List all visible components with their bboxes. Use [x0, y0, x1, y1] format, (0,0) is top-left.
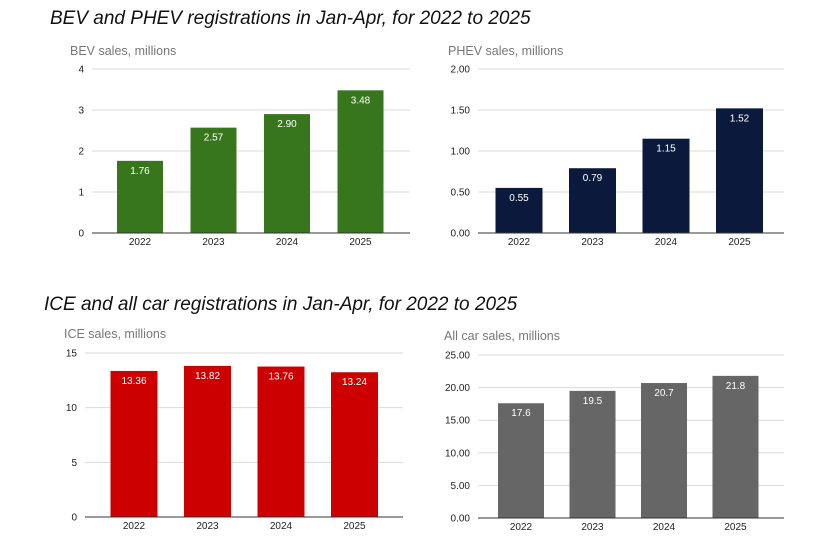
ice-value-label: 13.36 — [121, 376, 146, 387]
phev-bar-2025 — [716, 108, 763, 233]
all-bar-2023 — [569, 390, 616, 518]
ice-y-tick-label: 15 — [66, 349, 78, 360]
section-title-bev-phev: BEV and PHEV registrations in Jan-Apr, f… — [50, 8, 531, 29]
bev-sales-chart: BEV sales, millions 0 1 2 3 4 1.76 2022 2.57 2023… — [70, 44, 410, 248]
bev-bar-2024 — [264, 114, 310, 233]
bev-value-label: 2.57 — [204, 133, 224, 144]
all-y-tick-label: 0.00 — [451, 514, 471, 525]
all-y-tick-label: 10.00 — [445, 448, 470, 459]
phev-y-tick-label: 0.00 — [451, 229, 471, 240]
phev-value-label: 0.79 — [583, 173, 603, 184]
bev-chart-title: BEV sales, millions — [70, 44, 176, 58]
bev-y-tick-label: 1 — [78, 188, 84, 199]
ice-x-tick-label: 2024 — [270, 521, 293, 532]
section-title-ice-all: ICE and all car registrations in Jan-Apr… — [44, 294, 518, 315]
bev-y-tick-label: 3 — [78, 106, 84, 117]
ice-x-tick-label: 2023 — [196, 521, 219, 532]
ice-y-tick-label: 0 — [71, 513, 77, 524]
phev-sales-chart: PHEV sales, millions 0.00 0.50 1.00 1.50 2.00… — [448, 44, 784, 248]
all-value-label: 21.8 — [726, 381, 746, 392]
all-y-tick-label: 15.00 — [445, 416, 470, 427]
bev-bar-2025 — [337, 90, 384, 233]
all-y-tick-label: 20.00 — [445, 383, 470, 394]
bev-y-tick-label: 4 — [78, 65, 84, 76]
bev-value-label: 3.48 — [351, 95, 371, 106]
phev-value-label: 0.55 — [509, 193, 529, 204]
phev-y-tick-label: 2.00 — [451, 65, 471, 76]
phev-value-label: 1.52 — [730, 113, 750, 124]
ice-sales-chart: ICE sales, millions 0 5 10 15 13.36 2022 13.82 2… — [64, 327, 403, 532]
all-bar-2025 — [712, 375, 759, 518]
phev-y-tick-label: 0.50 — [451, 188, 471, 199]
ice-bar-2022 — [110, 370, 158, 517]
ice-y-tick-label: 5 — [71, 458, 77, 469]
ice-bar-2023 — [184, 365, 231, 517]
ice-y-tick-label: 10 — [66, 403, 78, 414]
phev-y-tick-label: 1.50 — [451, 106, 471, 117]
all-y-tick-label: 5.00 — [451, 481, 471, 492]
all-value-label: 20.7 — [654, 388, 674, 399]
bev-x-tick-label: 2025 — [349, 237, 372, 248]
phev-chart-title: PHEV sales, millions — [448, 44, 563, 58]
all-x-tick-label: 2023 — [581, 522, 604, 533]
phev-x-tick-label: 2024 — [655, 237, 678, 248]
bev-y-tick-label: 2 — [78, 147, 84, 158]
ice-value-label: 13.76 — [268, 372, 293, 383]
bev-y-tick-label: 0 — [78, 229, 84, 240]
all-bar-2022 — [498, 403, 544, 518]
ice-x-tick-label: 2022 — [123, 521, 146, 532]
bev-bar-2023 — [190, 127, 237, 233]
bev-x-tick-label: 2022 — [129, 237, 152, 248]
phev-x-tick-label: 2025 — [728, 237, 751, 248]
all-car-sales-chart: All car sales, millions 0.00 5.00 10.00 15.0… — [444, 329, 784, 533]
all-y-tick-label: 25.00 — [445, 351, 470, 362]
ice-bar-2024 — [257, 366, 305, 517]
all-x-tick-label: 2025 — [724, 522, 747, 533]
all-chart-title: All car sales, millions — [444, 329, 560, 343]
all-value-label: 19.5 — [583, 396, 603, 407]
ice-x-tick-label: 2025 — [343, 521, 366, 532]
bev-x-tick-label: 2023 — [202, 237, 225, 248]
ice-value-label: 13.82 — [195, 371, 220, 382]
phev-x-tick-label: 2023 — [581, 237, 604, 248]
bev-value-label: 2.90 — [277, 119, 297, 130]
all-x-tick-label: 2022 — [510, 522, 533, 533]
all-x-tick-label: 2024 — [653, 522, 676, 533]
all-value-label: 17.6 — [511, 408, 531, 419]
ice-bar-2025 — [331, 372, 378, 517]
ice-chart-title: ICE sales, millions — [64, 327, 166, 341]
phev-x-tick-label: 2022 — [508, 237, 531, 248]
bev-value-label: 1.76 — [130, 166, 150, 177]
phev-value-label: 1.15 — [656, 144, 676, 155]
ice-value-label: 13.24 — [342, 377, 367, 388]
bev-bar-2022 — [117, 160, 163, 233]
all-bar-2024 — [641, 383, 687, 518]
phev-bar-2024 — [642, 138, 690, 233]
phev-y-tick-label: 1.00 — [451, 147, 471, 158]
bev-x-tick-label: 2024 — [276, 237, 299, 248]
phev-bar-2023 — [569, 168, 616, 233]
phev-bar-2022 — [495, 187, 543, 233]
